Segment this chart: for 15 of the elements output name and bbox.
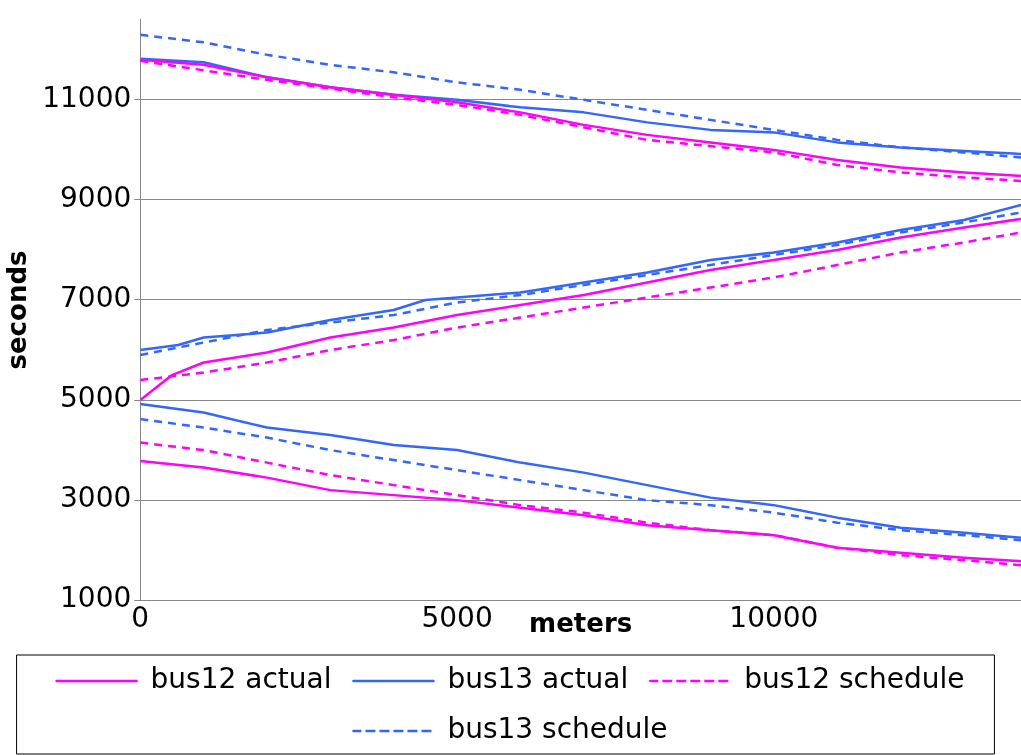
x-tick-label: 0 [131, 601, 150, 635]
x-axis-title: meters [529, 608, 633, 639]
legend-label: bus13 schedule [447, 712, 668, 746]
y-tick-label: 11000 [42, 81, 132, 115]
legend-label: bus13 actual [447, 662, 629, 696]
x-tick-label: 10000 [729, 601, 819, 635]
y-tick-label: 1000 [60, 581, 132, 615]
x-tick-label: 5000 [421, 601, 493, 635]
y-tick-label: 9000 [60, 181, 132, 215]
legend-label: bus12 actual [150, 662, 332, 696]
y-axis-title: seconds [2, 250, 33, 370]
y-tick-label: 5000 [60, 381, 132, 415]
y-tick-label: 7000 [60, 281, 132, 315]
legend-label: bus12 schedule [744, 662, 965, 696]
y-tick-label: 3000 [60, 481, 132, 515]
